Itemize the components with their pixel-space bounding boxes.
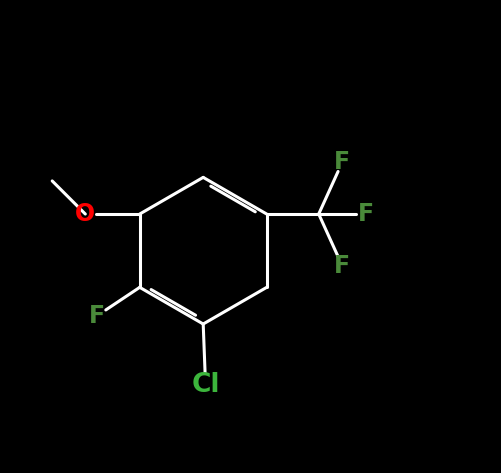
Text: F: F: [334, 150, 350, 174]
Text: F: F: [358, 202, 374, 226]
Text: F: F: [334, 254, 350, 278]
Text: Cl: Cl: [191, 373, 220, 398]
Text: O: O: [75, 202, 95, 226]
Text: F: F: [89, 304, 105, 328]
